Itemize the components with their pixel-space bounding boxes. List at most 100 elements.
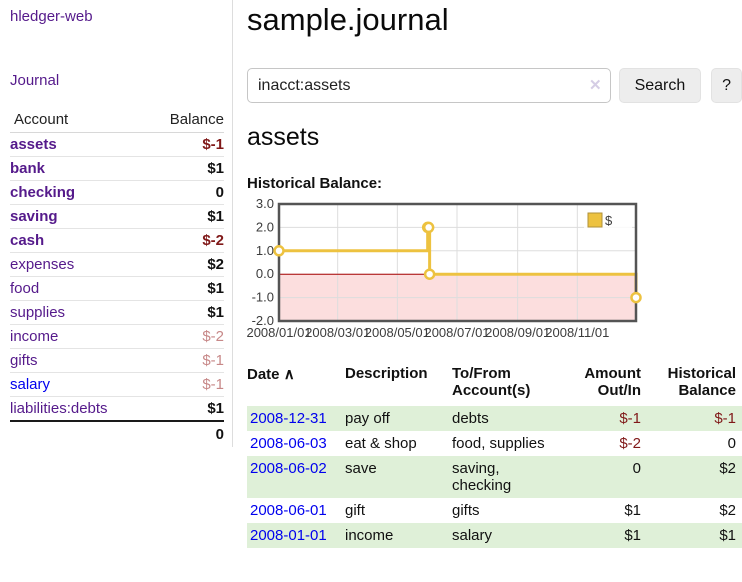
account-balance: $-2 <box>144 228 224 253</box>
transaction-amount: 0 <box>632 460 641 477</box>
transaction-account: debts <box>452 410 489 427</box>
historical-balance-chart: 3.0 2.0 1.0 0.0 -1.0 -2.0 2008/01/01 2008/03/01… <box>246 196 727 348</box>
chart-canvas: 3.0 2.0 1.0 0.0 -1.0 -2.02008/01/012008/03/01… <box>246 196 642 340</box>
svg-text:2008/09/01: 2008/09/01 <box>485 325 550 340</box>
account-link-expenses[interactable]: expenses <box>10 256 75 273</box>
transaction-amount: $-1 <box>619 410 641 427</box>
sidebar: hledger-web Journal Account Balance asse… <box>0 0 233 447</box>
account-link-saving[interactable]: saving <box>10 208 58 225</box>
account-balance: 0 <box>144 180 224 205</box>
account-balance: $1 <box>144 396 224 422</box>
account-link-bank[interactable]: bank <box>10 160 46 177</box>
svg-text:2008/01/01: 2008/01/01 <box>247 325 312 340</box>
svg-text:-1.0: -1.0 <box>252 290 274 305</box>
sidebar-item-journal[interactable]: Journal <box>10 72 60 89</box>
accounts-total-row: 0 <box>10 420 224 447</box>
account-balance: $-1 <box>144 348 224 373</box>
transaction-amount: $1 <box>624 527 641 544</box>
transaction-row: 2008-12-31 pay off debts $-1 $-1 <box>247 406 742 431</box>
account-row: cash $-2 <box>10 228 224 253</box>
svg-text:2008/07/01: 2008/07/01 <box>424 325 489 340</box>
transaction-balance: $2 <box>719 460 736 477</box>
transaction-description: gift <box>345 502 366 519</box>
account-link-supplies[interactable]: supplies <box>10 304 66 321</box>
transaction-date-link[interactable]: 2008-06-03 <box>250 435 327 452</box>
chart-title: Historical Balance: <box>247 175 383 192</box>
account-row: assets $-1 <box>10 132 224 157</box>
header-description: Description <box>345 365 428 382</box>
svg-text:-2.0: -2.0 <box>252 313 274 328</box>
transaction-row: 2008-06-03 eat & shop food, supplies $-2… <box>247 431 742 456</box>
accounts-total-value: 0 <box>144 420 224 447</box>
svg-text:0.0: 0.0 <box>256 266 274 281</box>
transaction-description: income <box>345 527 394 544</box>
account-row: supplies $1 <box>10 300 224 325</box>
help-button[interactable]: ? <box>711 68 742 103</box>
account-balance: $1 <box>144 276 224 301</box>
accounts-header-account: Account <box>10 108 145 133</box>
account-link-income[interactable]: income <box>10 328 59 345</box>
account-balance: $-1 <box>144 132 224 157</box>
account-row: liabilities:debts $1 <box>10 396 224 422</box>
transaction-balance: 0 <box>727 435 736 452</box>
transaction-balance: $2 <box>719 502 736 519</box>
header-account: To/From Account(s) <box>452 365 531 399</box>
header-amount: Amount Out/In <box>584 365 641 399</box>
transaction-amount: $1 <box>624 502 641 519</box>
transaction-date-link[interactable]: 2008-06-01 <box>250 502 327 519</box>
transaction-row: 2008-01-01 income salary $1 $1 <box>247 523 742 548</box>
account-heading: assets <box>247 123 320 151</box>
search-bar: ✕ Search ? <box>247 68 742 103</box>
transaction-balance: $1 <box>719 527 736 544</box>
account-row: expenses $2 <box>10 252 224 277</box>
account-row: food $1 <box>10 276 224 301</box>
sort-asc-icon: ∧ <box>283 366 295 383</box>
account-link-checking[interactable]: checking <box>10 184 76 201</box>
transaction-account: food, supplies <box>452 435 545 452</box>
account-balance: $2 <box>144 252 224 277</box>
account-row: bank $1 <box>10 156 224 181</box>
main-content: sample.journal ✕ Search ? assets Histori… <box>246 0 742 582</box>
account-link-salary[interactable]: salary <box>10 376 51 393</box>
header-date[interactable]: Date ∧ <box>247 366 295 383</box>
svg-text:1.0: 1.0 <box>256 243 274 258</box>
transaction-date-link[interactable]: 2008-01-01 <box>250 527 327 544</box>
clear-search-icon[interactable]: ✕ <box>588 77 602 94</box>
transaction-account: gifts <box>452 502 480 519</box>
account-row: income $-2 <box>10 324 224 349</box>
header-balance: Historical Balance <box>667 365 736 399</box>
transaction-date-link[interactable]: 2008-06-02 <box>250 460 327 477</box>
transaction-account: salary <box>452 527 493 544</box>
transaction-description: save <box>345 460 377 477</box>
account-row: gifts $-1 <box>10 348 224 373</box>
account-balance: $1 <box>144 204 224 229</box>
app-title-link[interactable]: hledger-web <box>10 8 93 25</box>
transaction-description: eat & shop <box>345 435 417 452</box>
account-link-gifts[interactable]: gifts <box>10 352 38 369</box>
search-input[interactable] <box>247 68 611 103</box>
transactions-table: Date ∧ Description To/From Account(s) Am… <box>247 362 742 548</box>
transaction-balance: $-1 <box>714 410 736 427</box>
svg-text:2008/03/01: 2008/03/01 <box>305 325 370 340</box>
account-link-assets[interactable]: assets <box>10 136 57 153</box>
search-button[interactable]: Search <box>618 68 702 103</box>
transaction-row: 2008-06-02 save saving, checking 0 $2 <box>247 456 742 498</box>
account-balance: $1 <box>144 156 224 181</box>
account-link-liabilities-debts[interactable]: liabilities:debts <box>10 400 108 417</box>
accounts-header-row: Account Balance <box>10 108 224 133</box>
svg-text:2008/11/01: 2008/11/01 <box>545 325 609 340</box>
account-row: saving $1 <box>10 204 224 229</box>
transaction-account: saving, checking <box>452 460 512 494</box>
transactions-header-row: Date ∧ Description To/From Account(s) Am… <box>247 362 742 406</box>
account-link-cash[interactable]: cash <box>10 232 45 249</box>
svg-text:2.0: 2.0 <box>256 219 274 234</box>
account-row: salary $-1 <box>10 372 224 397</box>
account-link-food[interactable]: food <box>10 280 40 297</box>
transaction-description: pay off <box>345 410 390 427</box>
transaction-row: 2008-06-01 gift gifts $1 $2 <box>247 498 742 523</box>
account-row: checking 0 <box>10 180 224 205</box>
svg-text:3.0: 3.0 <box>256 198 274 211</box>
account-balance: $1 <box>144 300 224 325</box>
svg-text:$: $ <box>605 213 613 228</box>
transaction-date-link[interactable]: 2008-12-31 <box>250 410 327 427</box>
